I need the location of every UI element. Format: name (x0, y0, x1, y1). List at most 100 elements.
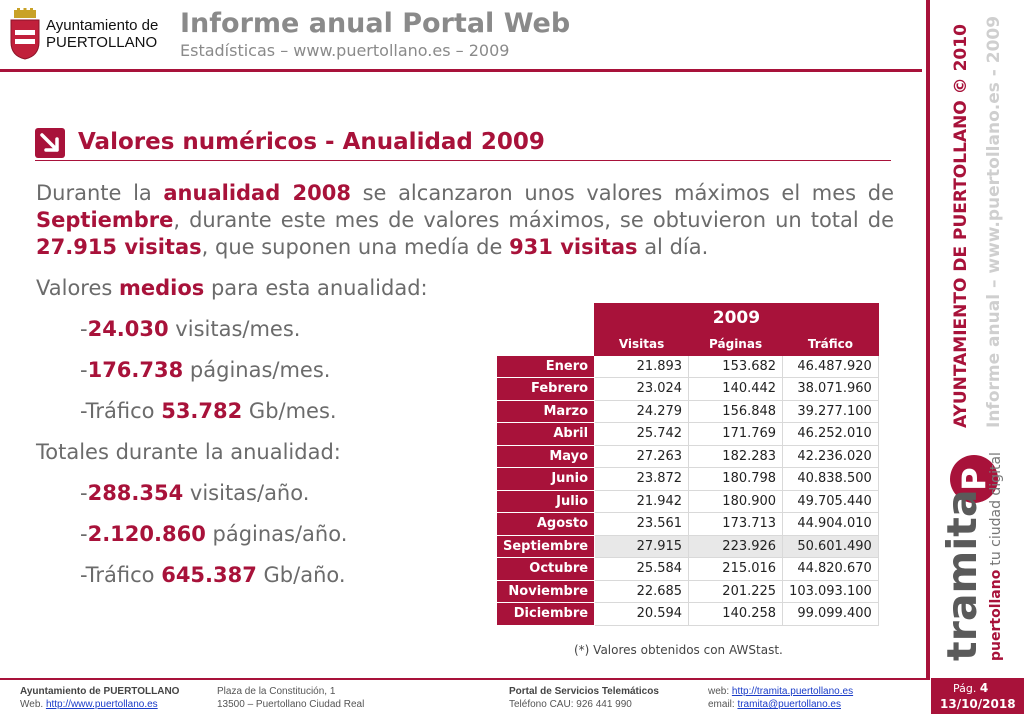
table-row: Abril 25.742 171.769 46.252.010 (495, 422, 879, 446)
visitas-cell: 27.915 (594, 534, 690, 558)
table-row: Diciembre 20.594 140.258 99.099.400 (495, 602, 879, 626)
section-title: Valores numéricos - Anualidad 2009 (78, 129, 545, 155)
vertical-copyright-text: AYUNTAMIENTO DE PUERTOLLANO © 2010 (951, 24, 971, 428)
visitas-cell: 21.893 (594, 354, 690, 378)
table-note: (*) Valores obtenidos con AWStast. (574, 643, 783, 657)
medios-visitas: -24.030 visitas/mes. (80, 317, 301, 341)
trafico-cell: 38.071.960 (782, 377, 879, 401)
paginas-cell: 182.283 (688, 444, 784, 468)
totales-heading: Totales durante la anualidad: (36, 440, 341, 464)
trafico-cell: 44.820.670 (782, 557, 879, 581)
logo-word: tramita (940, 489, 986, 661)
month-cell: Enero (495, 354, 596, 378)
month-cell: Septiembre (495, 534, 596, 558)
month-cell: Julio (495, 489, 596, 513)
column-header: Visitas (594, 332, 690, 356)
trafico-cell: 39.277.100 (782, 399, 879, 423)
trafico-cell: 99.099.400 (782, 602, 879, 626)
table-row: Febrero 23.024 140.442 38.071.960 (495, 377, 879, 401)
logo-letter: P (955, 467, 993, 490)
trafico-cell: 49.705.440 (782, 489, 879, 513)
paginas-cell: 201.225 (688, 579, 784, 603)
tramita-logo: P tramita puertollanotu ciudad digital (940, 453, 1004, 661)
totales-trafico: -Tráfico 645.387 Gb/año. (80, 563, 346, 587)
footer-address: Plaza de la Constitución, 1 13500 – Puer… (217, 686, 365, 710)
paginas-cell: 153.682 (688, 354, 784, 378)
trafico-cell: 103.093.100 (782, 579, 879, 603)
visitas-cell: 25.584 (594, 557, 690, 581)
paginas-cell: 173.713 (688, 512, 784, 536)
table-row: Agosto 23.561 173.713 44.904.010 (495, 512, 879, 536)
arrow-down-right-icon (35, 128, 65, 158)
trafico-cell: 44.904.010 (782, 512, 879, 536)
page-date: 13/10/2018 (940, 697, 1016, 711)
sidebar-divider (926, 0, 930, 678)
table-row: Mayo 27.263 182.283 42.236.020 (495, 444, 879, 468)
section-divider (35, 160, 891, 161)
footer-contact: web: http://tramita.puertollano.es email… (708, 686, 854, 710)
intro-paragraph: Durante la anualidad 2008 se alcanzaron … (36, 181, 894, 259)
column-header: Tráfico (782, 332, 879, 356)
org-name: Ayuntamiento de PUERTOLLANO (46, 17, 159, 51)
medios-trafico: -Tráfico 53.782 Gb/mes. (80, 399, 337, 423)
visitas-cell: 27.263 (594, 444, 690, 468)
visitas-cell: 22.685 (594, 579, 690, 603)
month-cell: Diciembre (495, 602, 596, 626)
paginas-cell: 180.798 (688, 467, 784, 491)
table-row: Marzo 24.279 156.848 39.277.100 (495, 399, 879, 423)
paginas-cell: 156.848 (688, 399, 784, 423)
vertical-report-text: Informe anual – www.puertollano.es - 200… (984, 15, 1004, 428)
page-subtitle: Estadísticas – www.puertollano.es – 2009 (180, 41, 510, 60)
paginas-cell: 180.900 (688, 489, 784, 513)
page-number: Pág. 4 (953, 681, 989, 695)
month-cell: Noviembre (495, 579, 596, 603)
paginas-cell: 171.769 (688, 422, 784, 446)
visitas-cell: 21.942 (594, 489, 690, 513)
page-badge (931, 678, 1024, 714)
paginas-cell: 215.016 (688, 557, 784, 581)
trafico-cell: 40.838.500 (782, 467, 879, 491)
coat-of-arms-logo (10, 8, 40, 60)
table-row: Septiembre 27.915 223.926 50.601.490 (495, 534, 879, 558)
table-row: Junio 23.872 180.798 40.838.500 (495, 467, 879, 491)
paginas-cell: 223.926 (688, 534, 784, 558)
totales-visitas: -288.354 visitas/año. (80, 481, 310, 505)
table-row: Julio 21.942 180.900 49.705.440 (495, 489, 879, 513)
website-link[interactable]: http://www.puertollano.es (45, 699, 158, 710)
visitas-cell: 24.279 (594, 399, 690, 423)
email-link[interactable]: tramita@puertollano.es (737, 699, 841, 710)
month-cell: Abril (495, 422, 596, 446)
visitas-cell: 25.742 (594, 422, 690, 446)
page-title: Informe anual Portal Web (180, 8, 571, 39)
totales-paginas: -2.120.860 páginas/año. (80, 522, 348, 546)
paginas-cell: 140.442 (688, 377, 784, 401)
footer-org: Ayuntamiento de PUERTOLLANO Web. http://… (20, 686, 180, 710)
month-cell: Febrero (495, 377, 596, 401)
month-cell: Octubre (495, 557, 596, 581)
month-cell: Mayo (495, 444, 596, 468)
month-cell: Junio (495, 467, 596, 491)
table-row: Noviembre 22.685 201.225 103.093.100 (495, 579, 879, 603)
paginas-cell: 140.258 (688, 602, 784, 626)
footer-divider (0, 678, 930, 680)
logo-tagline: puertollanotu ciudad digital (988, 453, 1004, 661)
table-year: 2009 (594, 303, 879, 333)
visitas-cell: 23.872 (594, 467, 690, 491)
medios-heading: Valores medios para esta anualidad: (36, 276, 428, 300)
trafico-cell: 46.487.920 (782, 354, 879, 378)
trafico-cell: 42.236.020 (782, 444, 879, 468)
trafico-cell: 46.252.010 (782, 422, 879, 446)
footer-portal: Portal de Servicios Telemáticos Teléfono… (509, 686, 659, 710)
visitas-cell: 20.594 (594, 602, 690, 626)
tramita-web-link[interactable]: http://tramita.puertollano.es (731, 686, 854, 697)
visitas-cell: 23.024 (594, 377, 690, 401)
visitas-cell: 23.561 (594, 512, 690, 536)
month-cell: Agosto (495, 512, 596, 536)
table-row: Enero 21.893 153.682 46.487.920 (495, 354, 879, 378)
month-cell: Marzo (495, 399, 596, 423)
header-divider (0, 69, 922, 72)
stats-table: 2009 Visitas Páginas Tráfico Enero 21.893… (495, 303, 879, 626)
table-row: Octubre 25.584 215.016 44.820.670 (495, 557, 879, 581)
trafico-cell: 50.601.490 (782, 534, 879, 558)
column-header: Páginas (688, 332, 784, 356)
